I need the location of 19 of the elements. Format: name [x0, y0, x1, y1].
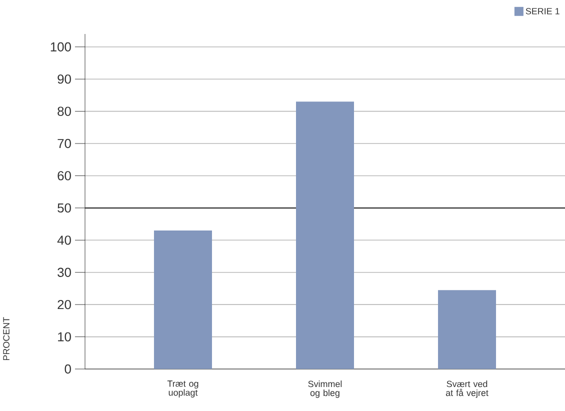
y-tick-label: 70: [58, 138, 71, 148]
bar: [154, 230, 212, 369]
y-tick-label: 20: [58, 300, 71, 310]
legend-label: SERIE 1: [526, 8, 560, 14]
y-tick-label: 30: [58, 268, 71, 277]
x-tick-label: Svært ved at få vejret: [446, 380, 488, 398]
x-tick-label: Træt og uoplagt: [167, 380, 198, 398]
y-tick-label: 60: [58, 171, 71, 180]
y-tick-label: 50: [58, 203, 71, 213]
y-tick-label: 0: [64, 364, 71, 374]
y-tick-label: 80: [58, 106, 71, 116]
x-tick-label: Svimmel og bleg: [308, 380, 342, 398]
y-tick-label: 40: [57, 236, 71, 245]
y-tick-label: 10: [58, 332, 71, 342]
bar: [438, 290, 496, 369]
y-axis-title: PROCENT: [3, 317, 10, 360]
bar: [296, 102, 354, 369]
y-tick-label: 90: [58, 74, 71, 84]
y-tick-label: 100: [50, 42, 71, 52]
